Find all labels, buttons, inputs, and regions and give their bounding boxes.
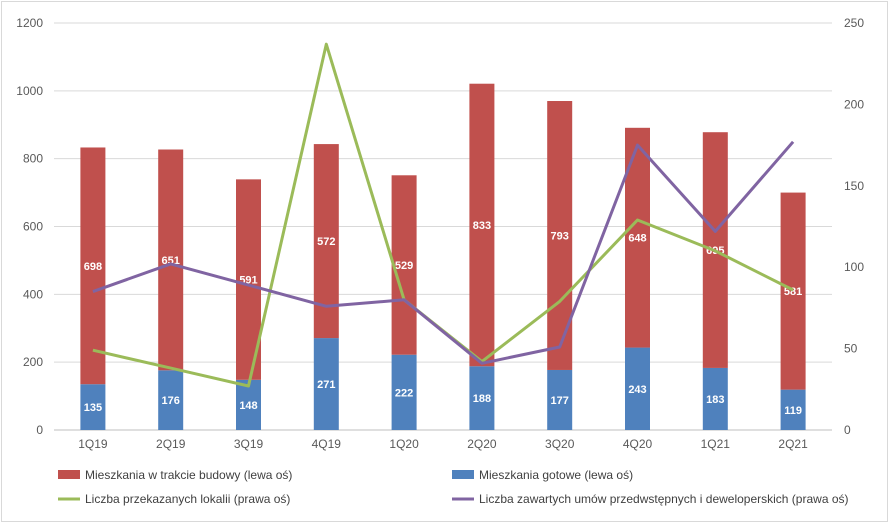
- bar-in-construction: [780, 192, 806, 390]
- bar-in-construction: [469, 83, 495, 367]
- bar-in-construction: [158, 149, 184, 371]
- right-axis-tick: 50: [844, 342, 858, 356]
- data-label: 222: [395, 387, 413, 399]
- bar-ready: [469, 366, 495, 430]
- data-label: 183: [706, 394, 724, 406]
- legend-swatch: [58, 470, 80, 479]
- x-axis-tick: 2Q21: [778, 437, 808, 451]
- x-axis-tick: 3Q20: [545, 437, 575, 451]
- data-label: 833: [473, 220, 491, 232]
- right-axis-tick: 250: [844, 16, 864, 30]
- bar-ready: [625, 347, 650, 430]
- bar-ready: [236, 379, 261, 430]
- data-label: 243: [628, 384, 646, 396]
- bar-ready: [80, 384, 106, 430]
- line-contracts: [92, 140, 795, 365]
- data-label: 176: [162, 395, 180, 407]
- right-axis-tick: 0: [844, 423, 851, 437]
- bar-ready: [313, 338, 339, 430]
- x-axis-tick: 1Q21: [701, 437, 731, 451]
- data-label: 271: [317, 379, 335, 391]
- bar-ready: [702, 367, 728, 430]
- bar-in-construction: [391, 175, 417, 355]
- bar-ready: [547, 369, 573, 430]
- x-axis-tick: 4Q19: [312, 437, 342, 451]
- right-axis-tick: 100: [844, 260, 864, 274]
- legend-label: Liczba zawartych umów przedwstępnych i d…: [479, 492, 849, 506]
- legend-label: Mieszkania w trakcie budowy (lewa oś): [85, 468, 292, 482]
- right-axis-tick: 200: [844, 97, 864, 111]
- left-axis-tick: 600: [23, 220, 43, 234]
- line-handed-over: [92, 42, 794, 388]
- x-axis-tick: 2Q19: [156, 437, 186, 451]
- data-label: 572: [317, 236, 335, 248]
- left-axis-tick: 1000: [16, 84, 43, 98]
- bar-in-construction: [80, 147, 106, 385]
- x-axis-tick: 4Q20: [623, 437, 653, 451]
- left-axis-tick: 200: [23, 355, 43, 369]
- left-axis-tick: 0: [36, 423, 43, 437]
- x-axis-tick: 1Q20: [389, 437, 419, 451]
- left-axis-tick: 800: [23, 152, 43, 166]
- data-label: 135: [84, 402, 102, 414]
- data-label: 188: [473, 393, 491, 405]
- x-axis-tick: 1Q19: [78, 437, 108, 451]
- bar-ready: [780, 389, 806, 430]
- data-label: 177: [551, 395, 569, 407]
- right-axis-tick: 150: [844, 179, 864, 193]
- data-label: 698: [84, 261, 102, 273]
- legend-label: Mieszkania gotowe (lewa oś): [479, 468, 633, 482]
- data-label: 529: [395, 260, 413, 272]
- data-label: 648: [628, 233, 646, 245]
- legend-swatch: [452, 470, 474, 479]
- x-axis-tick: 2Q20: [467, 437, 497, 451]
- left-axis-tick: 1200: [16, 16, 43, 30]
- legend-label: Liczba przekazanych lokalii (prawa oś): [85, 492, 290, 506]
- x-axis-tick: 3Q19: [234, 437, 264, 451]
- bar-ready: [391, 354, 417, 430]
- bar-ready: [158, 370, 184, 430]
- data-label: 793: [551, 230, 569, 242]
- left-axis-tick: 400: [23, 287, 43, 301]
- data-label: 119: [784, 405, 802, 417]
- data-label: 148: [239, 400, 257, 412]
